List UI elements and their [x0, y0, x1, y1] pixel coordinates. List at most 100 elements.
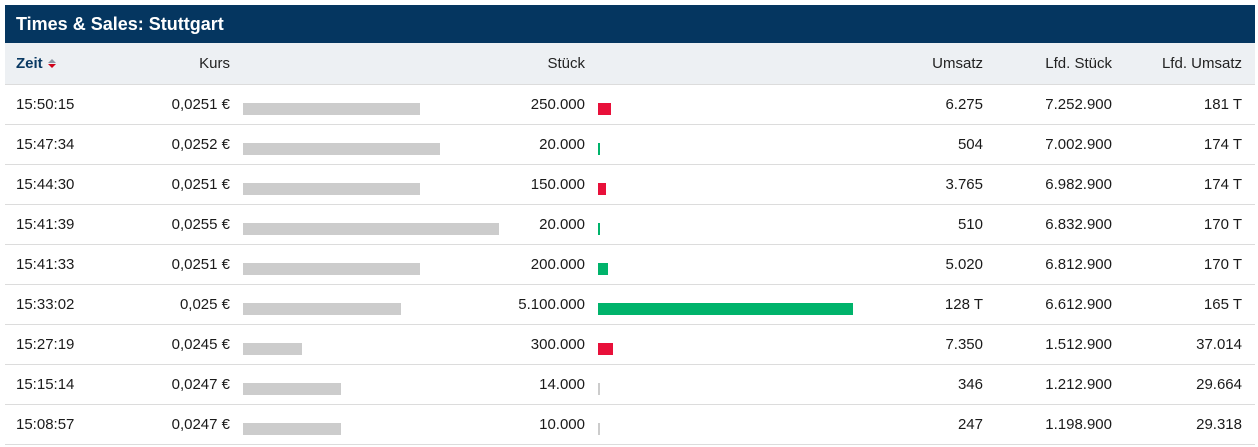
cell-kurs: 0,0247 € — [171, 376, 230, 393]
price-bar — [243, 302, 401, 315]
cell-zeit: 15:08:57 — [16, 416, 75, 433]
cell-umsatz: 6.275 — [945, 96, 983, 113]
table-row[interactable]: 15:08:57 0,0247 € 10.000 247 1.198.900 29.318 — [5, 405, 1255, 445]
volume-bar — [598, 182, 606, 195]
column-header-lfd-stueck[interactable]: Lfd. Stück — [1045, 55, 1112, 72]
table-row[interactable]: 15:50:15 0,0251 € 250.000 6.275 7.252.900 181… — [5, 85, 1255, 125]
cell-volume-bar — [598, 125, 600, 164]
cell-lfd-umsatz: 37.014 — [1196, 336, 1242, 353]
cell-volume-bar — [598, 245, 608, 284]
cell-stueck: 200.000 — [530, 256, 585, 273]
cell-lfd-stueck: 6.982.900 — [1045, 176, 1112, 193]
cell-stueck: 150.000 — [530, 176, 585, 193]
cell-lfd-stueck: 6.612.900 — [1045, 296, 1112, 313]
table-body: 15:50:15 0,0251 € 250.000 6.275 7.252.900 181… — [5, 85, 1255, 445]
table-row[interactable]: 15:15:14 0,0247 € 14.000 346 1.212.900 29.664 — [5, 365, 1255, 405]
table-row[interactable]: 15:27:19 0,0245 € 300.000 7.350 1.512.900 37.… — [5, 325, 1255, 365]
cell-kurs-bar — [243, 405, 342, 444]
cell-lfd-stueck: 7.002.900 — [1045, 136, 1112, 153]
cell-volume-bar — [598, 85, 611, 124]
cell-umsatz: 504 — [957, 136, 983, 153]
cell-kurs: 0,0255 € — [171, 216, 230, 233]
table-row[interactable]: 15:33:02 0,025 € 5.100.000 128 T 6.612.900 16… — [5, 285, 1255, 325]
column-header-lfd-umsatz[interactable]: Lfd. Umsatz — [1161, 55, 1242, 72]
cell-lfd-stueck: 1.512.900 — [1045, 336, 1112, 353]
cell-stueck: 20.000 — [539, 136, 585, 153]
cell-zeit: 15:33:02 — [16, 296, 75, 313]
cell-volume-bar — [598, 405, 600, 444]
column-header-umsatz[interactable]: Umsatz — [932, 55, 983, 72]
cell-lfd-umsatz: 170 T — [1203, 256, 1242, 273]
cell-stueck: 250.000 — [530, 96, 585, 113]
cell-kurs-bar — [243, 245, 421, 284]
cell-kurs-bar — [243, 325, 303, 364]
cell-volume-bar — [598, 205, 600, 244]
table-row[interactable]: 15:41:39 0,0255 € 20.000 510 6.832.900 170 T — [5, 205, 1255, 245]
volume-bar — [598, 422, 600, 435]
cell-kurs-bar — [243, 205, 499, 244]
cell-stueck: 300.000 — [530, 336, 585, 353]
volume-bar — [598, 302, 853, 315]
cell-kurs-bar — [243, 285, 401, 324]
volume-bar — [598, 222, 600, 235]
cell-umsatz: 3.765 — [945, 176, 983, 193]
cell-zeit: 15:47:34 — [16, 136, 75, 153]
cell-kurs: 0,025 € — [179, 296, 230, 313]
cell-umsatz: 7.350 — [945, 336, 983, 353]
cell-volume-bar — [598, 285, 853, 324]
column-header-zeit[interactable]: Zeit — [16, 43, 56, 84]
cell-zeit: 15:50:15 — [16, 96, 75, 113]
trades-table: Zeit Kurs Stück Umsatz Lfd. Stück Lfd. U… — [5, 43, 1255, 445]
cell-volume-bar — [598, 165, 606, 204]
volume-bar — [598, 382, 600, 395]
cell-kurs-bar — [243, 125, 440, 164]
cell-lfd-umsatz: 29.664 — [1196, 376, 1242, 393]
times-and-sales-widget: Times & Sales: Stuttgart Zeit Kurs Stück… — [5, 5, 1255, 447]
cell-zeit: 15:41:39 — [16, 216, 75, 233]
table-row[interactable]: 15:44:30 0,0251 € 150.000 3.765 6.982.900 174… — [5, 165, 1255, 205]
cell-volume-bar — [598, 325, 613, 364]
column-header-zeit-label: Zeit — [16, 55, 43, 72]
cell-stueck: 5.100.000 — [518, 296, 585, 313]
cell-zeit: 15:27:19 — [16, 336, 75, 353]
cell-kurs: 0,0251 € — [171, 256, 230, 273]
cell-lfd-stueck: 1.212.900 — [1045, 376, 1112, 393]
price-bar — [243, 262, 421, 275]
volume-bar — [598, 342, 613, 355]
cell-stueck: 10.000 — [539, 416, 585, 433]
cell-lfd-umsatz: 170 T — [1203, 216, 1242, 233]
cell-kurs: 0,0252 € — [171, 136, 230, 153]
column-header-stueck[interactable]: Stück — [547, 55, 585, 72]
volume-bar — [598, 102, 611, 115]
cell-zeit: 15:41:33 — [16, 256, 75, 273]
cell-zeit: 15:15:14 — [16, 376, 75, 393]
price-bar — [243, 382, 342, 395]
volume-bar — [598, 262, 608, 275]
cell-lfd-umsatz: 29.318 — [1196, 416, 1242, 433]
price-bar — [243, 422, 342, 435]
column-header-kurs[interactable]: Kurs — [199, 55, 230, 72]
volume-bar — [598, 142, 600, 155]
table-row[interactable]: 15:47:34 0,0252 € 20.000 504 7.002.900 174 T — [5, 125, 1255, 165]
price-bar — [243, 342, 303, 355]
widget-title: Times & Sales: Stuttgart — [5, 5, 1255, 43]
cell-stueck: 20.000 — [539, 216, 585, 233]
cell-volume-bar — [598, 365, 600, 404]
cell-stueck: 14.000 — [539, 376, 585, 393]
sort-icon[interactable] — [47, 59, 56, 68]
cell-kurs-bar — [243, 165, 421, 204]
cell-kurs-bar — [243, 85, 421, 124]
price-bar — [243, 222, 499, 235]
table-header-row: Zeit Kurs Stück Umsatz Lfd. Stück Lfd. U… — [5, 43, 1255, 85]
price-bar — [243, 142, 440, 155]
cell-kurs: 0,0251 € — [171, 176, 230, 193]
sort-down-arrow-icon — [47, 64, 56, 68]
cell-lfd-stueck: 6.812.900 — [1045, 256, 1112, 273]
table-row[interactable]: 15:41:33 0,0251 € 200.000 5.020 6.812.900 170… — [5, 245, 1255, 285]
cell-lfd-umsatz: 165 T — [1203, 296, 1242, 313]
cell-lfd-stueck: 6.832.900 — [1045, 216, 1112, 233]
cell-kurs: 0,0247 € — [171, 416, 230, 433]
cell-umsatz: 510 — [957, 216, 983, 233]
cell-umsatz: 346 — [957, 376, 983, 393]
cell-lfd-umsatz: 174 T — [1203, 136, 1242, 153]
